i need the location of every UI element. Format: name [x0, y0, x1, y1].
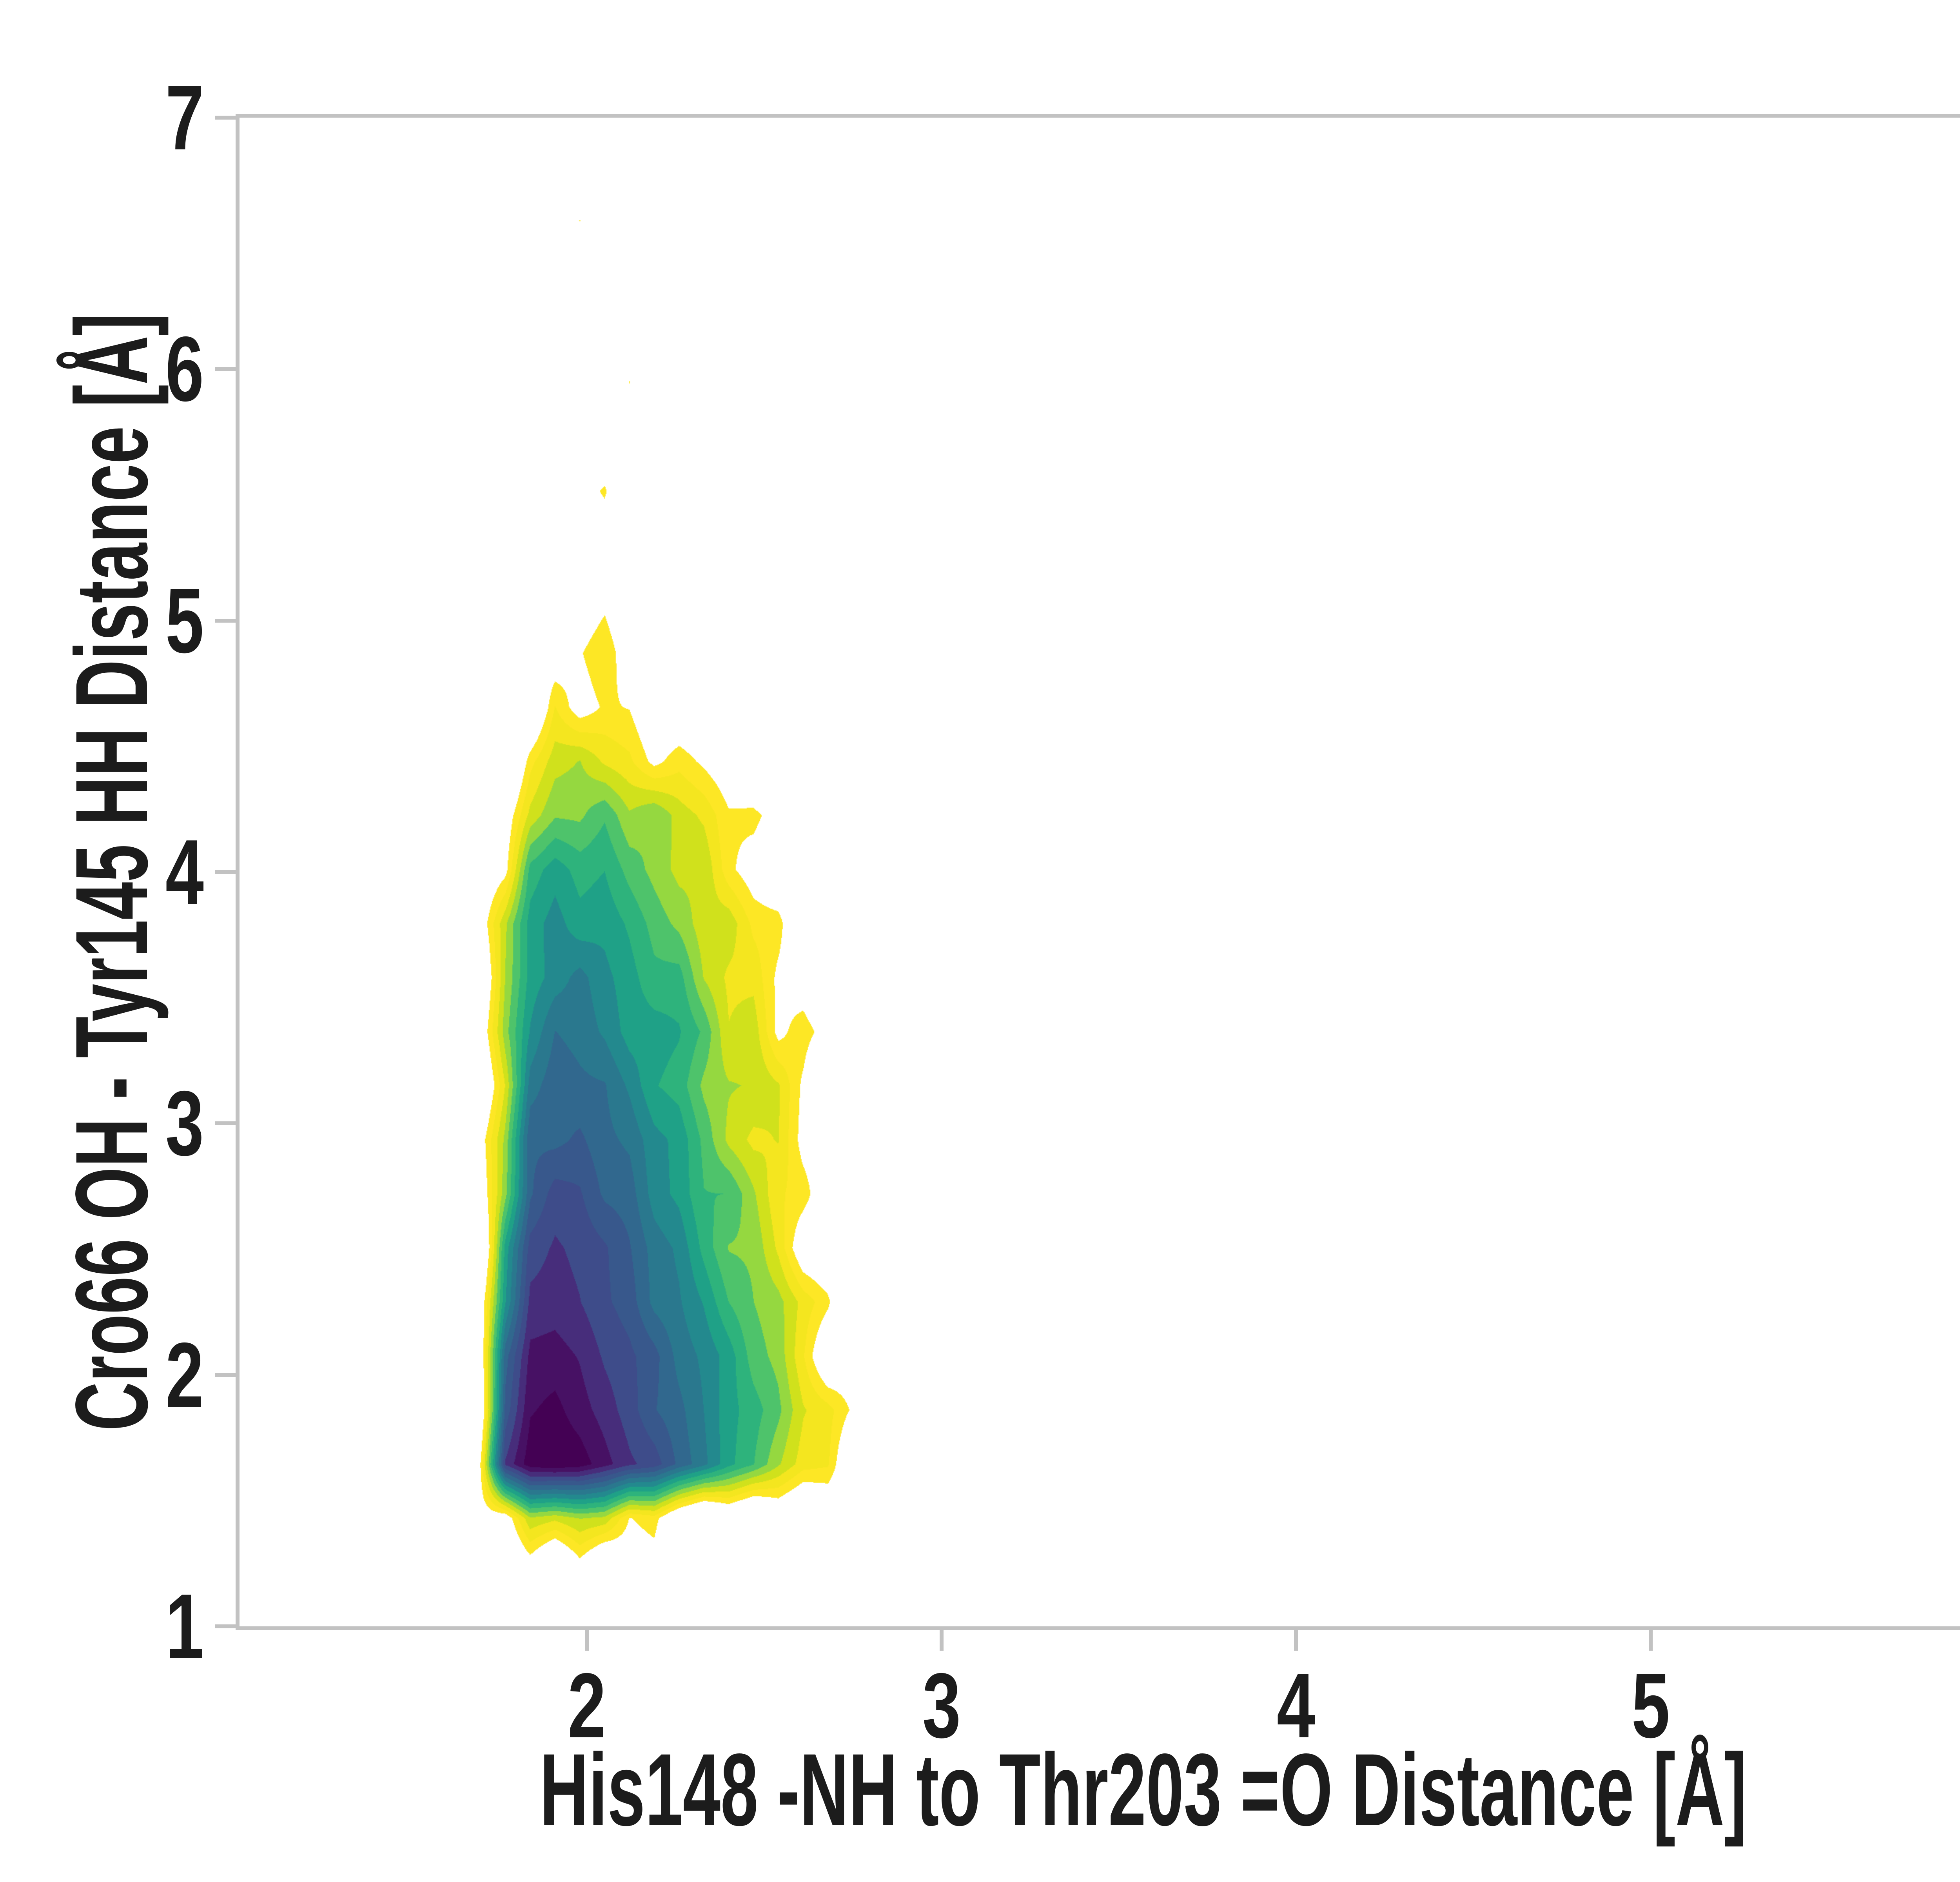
y-tick-mark	[215, 1624, 236, 1628]
x-tick-label: 6	[1935, 1655, 1960, 1757]
x-tick-mark	[939, 1630, 944, 1651]
y-tick-mark	[215, 870, 236, 874]
x-axis-title: His148 -NH to Thr203 =O Distance [Å]	[539, 1732, 1747, 1847]
y-tick-label: 1	[165, 1575, 204, 1678]
y-tick-mark	[215, 116, 236, 120]
x-tick-label: 5	[1631, 1654, 1670, 1757]
x-tick-label: 3	[922, 1654, 961, 1757]
x-tick-mark	[585, 1630, 589, 1651]
x-tick-label: 2	[568, 1654, 606, 1757]
y-tick-mark	[215, 367, 236, 371]
y-tick-label: 2	[165, 1323, 204, 1426]
y-tick-label: 3	[165, 1072, 204, 1175]
pmf-filled-contour-canvas	[240, 118, 1960, 1626]
plot-area	[236, 114, 1960, 1630]
y-tick-label: 4	[165, 820, 204, 923]
y-tick-mark	[215, 618, 236, 623]
y-tick-label: 5	[165, 569, 204, 672]
y-tick-label: 7	[165, 66, 204, 169]
y-tick-label: 6	[165, 317, 204, 421]
x-tick-mark	[1294, 1630, 1298, 1651]
x-tick-mark	[1648, 1630, 1653, 1651]
x-tick-label: 4	[1277, 1654, 1316, 1757]
y-tick-mark	[215, 1121, 236, 1126]
y-tick-mark	[215, 1373, 236, 1377]
